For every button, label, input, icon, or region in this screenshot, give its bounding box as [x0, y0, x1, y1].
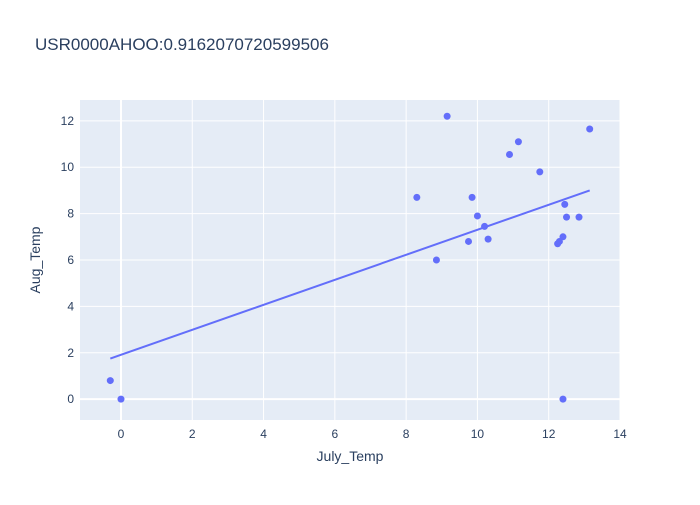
y-tick-label: 2 [67, 346, 74, 360]
data-point [117, 395, 125, 403]
x-tick-label: 14 [613, 427, 627, 441]
x-tick-label: 8 [403, 427, 410, 441]
data-point [106, 377, 114, 385]
data-points [106, 112, 594, 403]
data-point [586, 125, 594, 133]
data-point [559, 233, 567, 241]
y-axis-label: Aug_Temp [27, 226, 43, 293]
x-axis-label: July_Temp [317, 448, 384, 464]
data-point [575, 213, 583, 221]
data-point [481, 222, 489, 230]
y-tick-label: 10 [61, 160, 75, 174]
y-tick-label: 12 [61, 114, 75, 128]
data-point [561, 200, 569, 208]
y-tick-label: 8 [67, 207, 74, 221]
x-tick-label: 6 [332, 427, 339, 441]
x-tick-label: 12 [542, 427, 556, 441]
x-tick-label: 2 [189, 427, 196, 441]
data-point [473, 212, 481, 220]
chart-title: USR0000AHOO:0.9162070720599506 [35, 35, 329, 54]
data-point [468, 193, 476, 201]
data-point [484, 235, 492, 243]
data-point [506, 150, 514, 158]
y-tick-label: 0 [67, 392, 74, 406]
trend-line [109, 189, 591, 360]
data-point [559, 395, 567, 403]
x-tick-label: 10 [471, 427, 485, 441]
grid-lines [80, 100, 621, 420]
data-point [536, 168, 544, 176]
trend-line-layer [109, 189, 591, 360]
data-point [465, 237, 473, 245]
x-tick-label: 4 [260, 427, 267, 441]
x-tick-label: 0 [118, 427, 125, 441]
tick-labels: 0 2 4 6 8 10 12 14 0 2 4 6 8 10 12 [61, 114, 627, 441]
data-point [413, 193, 421, 201]
data-point [514, 138, 522, 146]
y-tick-label: 4 [67, 299, 74, 313]
data-point [432, 256, 440, 264]
data-point [443, 112, 451, 120]
data-point [563, 213, 571, 221]
y-tick-label: 6 [67, 253, 74, 267]
